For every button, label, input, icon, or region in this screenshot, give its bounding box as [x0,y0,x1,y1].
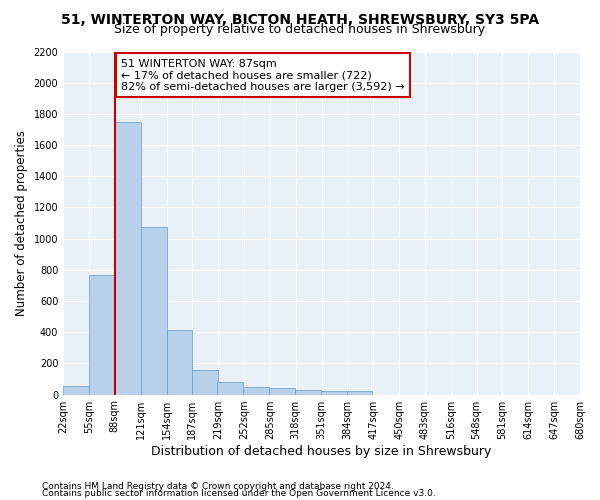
Text: Contains HM Land Registry data © Crown copyright and database right 2024.: Contains HM Land Registry data © Crown c… [42,482,394,491]
Bar [140,227,167,394]
Text: 51 WINTERTON WAY: 87sqm
← 17% of detached houses are smaller (722)
82% of semi-d: 51 WINTERTON WAY: 87sqm ← 17% of detache… [121,58,405,92]
Bar [347,392,373,394]
Bar [115,122,140,394]
X-axis label: Distribution of detached houses by size in Shrewsbury: Distribution of detached houses by size … [151,444,492,458]
Bar [321,390,347,394]
Bar [243,387,269,394]
Bar [295,390,321,394]
Bar [167,330,193,394]
Bar [89,274,115,394]
Bar [217,382,243,394]
Bar [269,388,295,394]
Y-axis label: Number of detached properties: Number of detached properties [15,130,28,316]
Text: Size of property relative to detached houses in Shrewsbury: Size of property relative to detached ho… [115,22,485,36]
Text: 51, WINTERTON WAY, BICTON HEATH, SHREWSBURY, SY3 5PA: 51, WINTERTON WAY, BICTON HEATH, SHREWSB… [61,12,539,26]
Text: Contains public sector information licensed under the Open Government Licence v3: Contains public sector information licen… [42,490,436,498]
Bar [193,370,218,394]
Bar [63,386,89,394]
